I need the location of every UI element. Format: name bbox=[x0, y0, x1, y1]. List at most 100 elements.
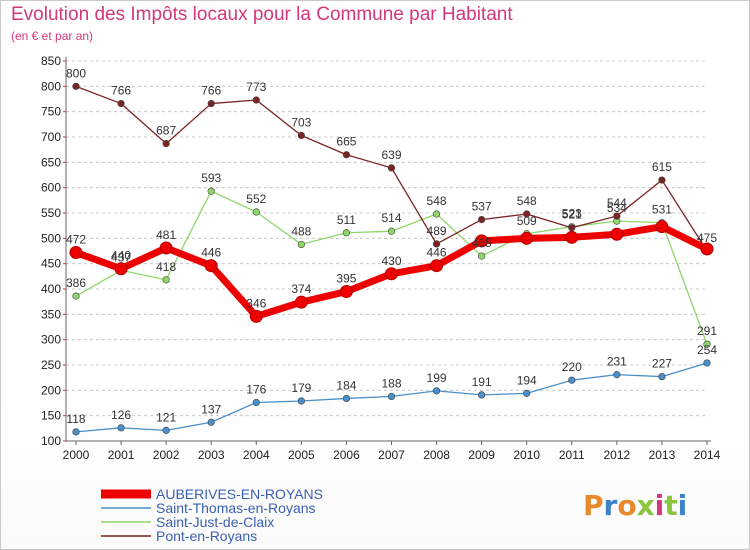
x-tick-label: 2003 bbox=[198, 448, 225, 462]
data-point bbox=[297, 131, 305, 140]
data-point bbox=[432, 387, 441, 395]
data-label: 231 bbox=[607, 355, 627, 369]
y-tick-label: 800 bbox=[41, 79, 61, 93]
legend: AUBERIVES-EN-ROYANSSaint-Thomas-en-Royan… bbox=[101, 486, 323, 544]
data-point bbox=[387, 227, 396, 235]
data-point bbox=[523, 210, 531, 218]
logo-letter: r bbox=[603, 489, 618, 522]
data-point bbox=[568, 224, 576, 232]
data-label: 446 bbox=[427, 246, 447, 260]
data-label: 291 bbox=[697, 324, 717, 338]
data-point bbox=[294, 295, 308, 309]
data-point bbox=[565, 230, 579, 244]
data-label: 472 bbox=[66, 233, 86, 247]
data-point bbox=[117, 99, 125, 108]
y-tick-label: 150 bbox=[41, 409, 61, 423]
data-point bbox=[568, 376, 576, 384]
data-label: 126 bbox=[111, 408, 131, 422]
x-tick-label: 2012 bbox=[604, 448, 631, 462]
data-point bbox=[339, 285, 353, 299]
data-label: 531 bbox=[652, 203, 672, 217]
y-tick-label: 550 bbox=[41, 206, 61, 220]
data-label: 137 bbox=[201, 402, 221, 416]
data-label: 665 bbox=[336, 135, 356, 149]
data-point bbox=[342, 229, 351, 237]
y-tick-label: 750 bbox=[41, 105, 61, 119]
logo-letter: P bbox=[583, 489, 604, 522]
data-point bbox=[342, 151, 351, 159]
y-tick-label: 200 bbox=[41, 383, 61, 397]
data-point bbox=[342, 394, 351, 403]
data-point bbox=[387, 164, 396, 172]
x-tick-label: 2011 bbox=[559, 448, 585, 462]
data-label: 552 bbox=[246, 192, 266, 206]
x-tick-label: 2000 bbox=[63, 448, 90, 462]
data-point bbox=[613, 212, 621, 220]
data-label: 511 bbox=[337, 213, 356, 227]
data-point bbox=[430, 259, 444, 273]
x-tick-label: 2007 bbox=[378, 448, 405, 462]
data-point bbox=[72, 82, 80, 90]
data-point bbox=[297, 240, 305, 249]
y-tick-label: 650 bbox=[41, 155, 61, 169]
data-point bbox=[478, 215, 486, 224]
y-tick-label: 350 bbox=[41, 307, 61, 321]
x-tick-label: 2009 bbox=[468, 448, 495, 462]
x-tick-label: 2005 bbox=[288, 448, 315, 462]
data-point bbox=[72, 292, 80, 300]
data-label: 374 bbox=[291, 282, 311, 296]
data-label: 418 bbox=[156, 260, 176, 274]
data-label-layer: 472 440 481 446 346 374 395 430 446 118 126 121 137 1… bbox=[66, 66, 717, 426]
data-label: 121 bbox=[156, 410, 176, 424]
data-label: 176 bbox=[246, 382, 266, 396]
data-point bbox=[252, 208, 260, 216]
data-point bbox=[655, 220, 669, 234]
legend-label-1: Saint-Thomas-en-Royans bbox=[156, 500, 316, 516]
x-tick-label: 2010 bbox=[513, 448, 540, 462]
data-point bbox=[475, 234, 489, 248]
y-tick-label: 300 bbox=[41, 333, 61, 347]
data-label: 548 bbox=[427, 194, 447, 208]
data-label: 548 bbox=[517, 194, 537, 208]
data-label: 465 bbox=[472, 236, 492, 250]
data-label: 766 bbox=[201, 84, 221, 98]
data-label: 446 bbox=[201, 246, 221, 260]
data-label: 188 bbox=[381, 376, 401, 390]
data-point bbox=[162, 139, 170, 148]
data-point bbox=[700, 242, 714, 256]
data-label: 534 bbox=[607, 201, 627, 215]
legend-label-3: Pont-en-Royans bbox=[156, 528, 257, 544]
y-tick-label: 400 bbox=[41, 282, 61, 296]
x-tick-label: 2008 bbox=[423, 448, 450, 462]
data-label: 254 bbox=[697, 343, 717, 357]
grid-layer bbox=[66, 60, 707, 442]
data-label: 475 bbox=[697, 231, 717, 245]
data-point bbox=[207, 187, 215, 195]
x-tick-label: 2004 bbox=[243, 448, 270, 462]
x-tick-label: 2013 bbox=[649, 448, 676, 462]
y-tick-label: 850 bbox=[41, 54, 61, 68]
data-point bbox=[610, 227, 624, 241]
y-tick-label: 450 bbox=[41, 257, 61, 271]
data-label: 509 bbox=[517, 214, 537, 228]
data-label: 521 bbox=[562, 208, 582, 222]
data-label: 523 bbox=[562, 207, 582, 221]
data-label: 440 bbox=[111, 249, 131, 263]
data-label: 514 bbox=[381, 211, 401, 225]
axis-layer: 100 150 200 250 300 350 400 450 500 550 600 650 700 7… bbox=[41, 54, 721, 462]
data-label: 199 bbox=[427, 371, 447, 385]
logo-letter: i bbox=[654, 489, 665, 522]
data-point bbox=[72, 428, 80, 436]
data-point bbox=[207, 418, 215, 426]
data-point bbox=[520, 231, 534, 245]
data-label: 194 bbox=[517, 373, 537, 387]
data-label: 430 bbox=[381, 254, 401, 268]
data-point bbox=[249, 309, 263, 323]
data-label: 179 bbox=[291, 381, 311, 395]
y-tick-label: 700 bbox=[41, 130, 61, 144]
data-point bbox=[478, 391, 486, 399]
y-tick-label: 600 bbox=[41, 181, 61, 195]
legend-label-0: AUBERIVES-EN-ROYANS bbox=[156, 486, 323, 502]
